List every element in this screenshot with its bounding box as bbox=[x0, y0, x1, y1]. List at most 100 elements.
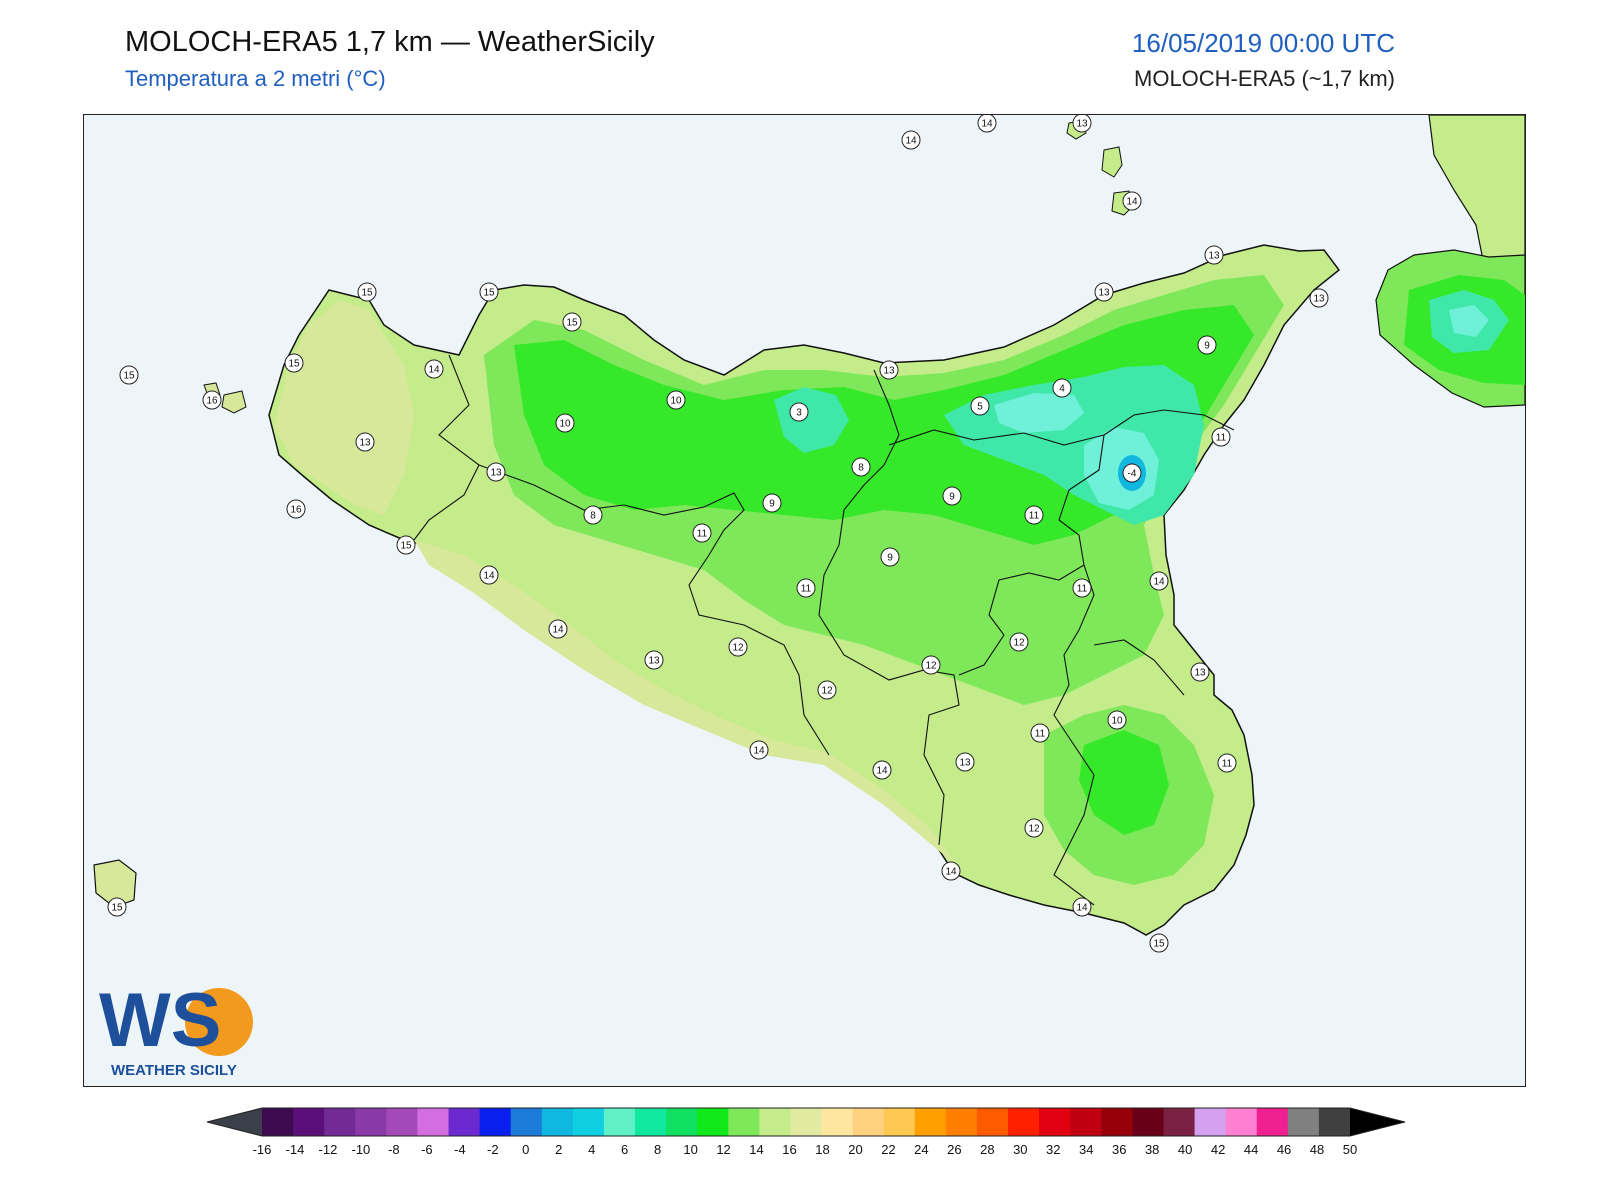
colorbar-swatch bbox=[417, 1108, 450, 1136]
temperature-label: 15 bbox=[562, 312, 582, 332]
colorbar-tick-label: 6 bbox=[621, 1142, 628, 1157]
temperature-label-circle bbox=[1072, 578, 1092, 598]
temperature-label: 15 bbox=[1149, 933, 1169, 953]
colorbar-swatch bbox=[262, 1108, 294, 1136]
temperature-label: 13 bbox=[1309, 288, 1329, 308]
temperature-label-value: 10 bbox=[670, 396, 682, 407]
temperature-label-circle bbox=[1024, 505, 1044, 525]
favignana-island bbox=[221, 390, 247, 414]
temperature-label-value: 9 bbox=[887, 553, 893, 564]
temperature-label-circle bbox=[941, 861, 961, 881]
temperature-label-value: 14 bbox=[945, 867, 957, 878]
temperature-label: 3 bbox=[789, 402, 809, 422]
temperature-label-circle bbox=[107, 897, 127, 917]
colorbar-tick-label: 22 bbox=[881, 1142, 895, 1157]
temperature-label-value: 14 bbox=[552, 625, 564, 636]
temperature-label: 13 bbox=[1072, 115, 1092, 133]
temperature-label-circle bbox=[1072, 115, 1092, 133]
header: MOLOCH-ERA5 1,7 km — WeatherSicily Tempe… bbox=[0, 0, 1600, 110]
colorbar-tick-label: 12 bbox=[716, 1142, 730, 1157]
temperature-label-value: 13 bbox=[359, 438, 371, 449]
temperature-label: 8 bbox=[851, 457, 871, 477]
map-title: MOLOCH-ERA5 1,7 km — WeatherSicily bbox=[125, 26, 655, 58]
colorbar-swatch bbox=[293, 1108, 325, 1136]
temperature-label-circle bbox=[479, 565, 499, 585]
temperature-label-circle bbox=[789, 402, 809, 422]
temperature-label-circle bbox=[355, 432, 375, 452]
temperature-label-circle bbox=[1197, 335, 1217, 355]
colorbar-swatch bbox=[1101, 1108, 1133, 1136]
temperature-label-circle bbox=[970, 396, 990, 416]
temperature-colorbar: -16 -14 -12 -10 -8 -6 -4 -2 0 2 4 6 8 10 12 14 16 18 20 22 2… bbox=[0, 1100, 1600, 1170]
temperature-label-circle bbox=[817, 680, 837, 700]
colorbar-under-arrow bbox=[207, 1108, 262, 1136]
temperature-label-circle bbox=[479, 282, 499, 302]
temperature-label: 8 bbox=[583, 505, 603, 525]
temperature-label: 14 bbox=[424, 359, 444, 379]
temperature-label-value: 9 bbox=[949, 492, 955, 503]
temperature-label: 9 bbox=[942, 486, 962, 506]
madonie-teal bbox=[774, 387, 849, 453]
temperature-labels: 14 14 13 14 13 15 15 15 15 14 15 16 13 10 10 13 16 8 15 14 1… bbox=[107, 115, 1329, 953]
temperature-label-value: 13 bbox=[1208, 251, 1220, 262]
temperature-label-circle bbox=[284, 353, 304, 373]
map-panel[interactable]: 14 14 13 14 13 15 15 15 15 14 15 16 13 10 10 13 16 8 15 14 1… bbox=[83, 114, 1526, 1087]
colorbar-swatch bbox=[572, 1108, 605, 1136]
colorbar-swatch bbox=[448, 1108, 481, 1136]
colorbar-swatch bbox=[603, 1108, 636, 1136]
temperature-label: 14 bbox=[1072, 897, 1092, 917]
temperature-label-value: -4 bbox=[1128, 469, 1137, 480]
temperature-label: 14 bbox=[872, 760, 892, 780]
temperature-label-circle bbox=[1009, 632, 1029, 652]
colorbar-swatch bbox=[1194, 1108, 1227, 1136]
temperature-label-circle bbox=[1107, 710, 1127, 730]
logo-letters: WS bbox=[99, 980, 221, 1063]
temperature-label-value: 15 bbox=[288, 359, 300, 370]
temperature-label-value: 10 bbox=[559, 419, 571, 430]
temperature-label-circle bbox=[1211, 427, 1231, 447]
colorbar-tick-label: -14 bbox=[286, 1142, 305, 1157]
temperature-label-value: 15 bbox=[123, 371, 135, 382]
temperature-label-circle bbox=[762, 493, 782, 513]
temperature-label-circle bbox=[644, 650, 664, 670]
temperature-label: 12 bbox=[817, 680, 837, 700]
colorbar-swatch bbox=[945, 1108, 978, 1136]
temperature-label: 13 bbox=[1094, 282, 1114, 302]
colorbar-tick-label: 46 bbox=[1277, 1142, 1291, 1157]
temperature-label-circle bbox=[119, 365, 139, 385]
temperature-label-value: 11 bbox=[1029, 511, 1040, 522]
temperature-label-circle bbox=[396, 535, 416, 555]
temperature-label-value: 12 bbox=[821, 686, 833, 697]
colorbar-outline bbox=[206, 1107, 1406, 1137]
temperature-label: 15 bbox=[107, 897, 127, 917]
temperature-label: 10 bbox=[1107, 710, 1127, 730]
temperature-label: 13 bbox=[1190, 662, 1210, 682]
temperature-label: 11 bbox=[796, 578, 816, 598]
temperature-label-value: 14 bbox=[483, 571, 495, 582]
temperature-label-value: 15 bbox=[400, 541, 412, 552]
colorbar-tick-label: 10 bbox=[683, 1142, 697, 1157]
temperature-label-value: 14 bbox=[981, 119, 993, 130]
colorbar-over-arrow bbox=[1350, 1108, 1405, 1136]
temperature-label-circle bbox=[728, 637, 748, 657]
colorbar-tick-label: 42 bbox=[1211, 1142, 1225, 1157]
colorbar-swatch bbox=[510, 1108, 543, 1136]
temperature-label-value: 9 bbox=[769, 499, 775, 510]
temperature-label-value: 14 bbox=[905, 136, 917, 147]
colorbar-tick-label: 16 bbox=[782, 1142, 796, 1157]
temperature-label-value: 12 bbox=[732, 643, 744, 654]
temperature-label-circle bbox=[977, 115, 997, 133]
temperature-label: 13 bbox=[486, 462, 506, 482]
logo-caption: WEATHER SICILY bbox=[111, 1062, 237, 1079]
temperature-label-circle bbox=[872, 760, 892, 780]
colorbar-swatch bbox=[697, 1108, 729, 1136]
temperature-label: 15 bbox=[357, 282, 377, 302]
temperature-label-circle bbox=[583, 505, 603, 525]
temperature-label-value: 11 bbox=[1216, 433, 1227, 444]
temperature-label-circle bbox=[357, 282, 377, 302]
colorbar-swatch bbox=[541, 1108, 574, 1136]
temperature-label-value: 15 bbox=[483, 288, 495, 299]
temperature-label-circle bbox=[749, 740, 769, 760]
temperature-label-value: 13 bbox=[648, 656, 660, 667]
colorbar-swatch bbox=[1070, 1108, 1102, 1136]
